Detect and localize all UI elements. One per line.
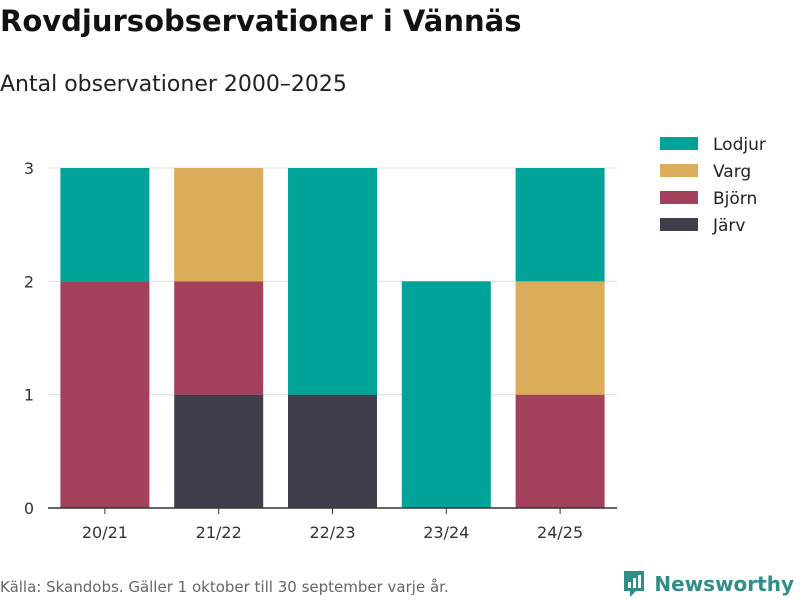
legend-swatch	[660, 164, 698, 177]
brand-name: Newsworthy	[654, 572, 794, 596]
source-note: Källa: Skandobs. Gäller 1 oktober till 3…	[0, 578, 449, 596]
y-tick-label: 0	[24, 499, 34, 518]
legend-label: Lodjur	[713, 135, 766, 155]
x-tick-label: 21/22	[196, 523, 242, 542]
legend-swatch	[660, 191, 698, 204]
legend-label: Björn	[713, 189, 757, 209]
bar-segment	[288, 394, 377, 508]
x-tick-label: 23/24	[423, 523, 469, 542]
chart-title: Rovdjursobservationer i Vännäs	[0, 4, 522, 38]
bar-segment	[60, 168, 150, 282]
legend-label: Järv	[712, 216, 745, 236]
bar-segment	[515, 168, 605, 282]
x-tick-label: 24/25	[537, 523, 583, 542]
legend-swatch	[660, 218, 698, 231]
x-tick-label: 20/21	[82, 523, 128, 542]
bar-segment	[515, 394, 605, 508]
x-tick-label: 22/23	[309, 523, 355, 542]
newsworthy-logo-icon	[624, 571, 645, 597]
bar-segment	[60, 281, 150, 508]
y-tick-label: 1	[24, 386, 34, 405]
chart-subtitle: Antal observationer 2000–2025	[0, 72, 347, 97]
legend-swatch	[660, 137, 698, 150]
y-tick-label: 2	[24, 272, 34, 291]
bar-segment	[401, 281, 491, 508]
bar-segment	[174, 168, 264, 282]
legend-label: Varg	[713, 162, 751, 182]
stacked-bar-chart: 0 1 2 3 20/21 21/22 22/23 23/24 24/25 Lodjur Varg…	[24, 135, 766, 542]
brand-logo: Newsworthy	[622, 569, 794, 599]
bar-segment	[515, 281, 605, 395]
bar-segment	[174, 394, 264, 508]
bar-segment	[288, 168, 377, 395]
legend: Lodjur Varg Björn Järv	[660, 135, 766, 236]
bar-segment	[174, 281, 264, 395]
axes: 0 1 2 3 20/21 21/22 22/23 23/24 24/25	[24, 159, 617, 542]
bars	[60, 168, 605, 508]
y-tick-label: 3	[24, 159, 34, 178]
